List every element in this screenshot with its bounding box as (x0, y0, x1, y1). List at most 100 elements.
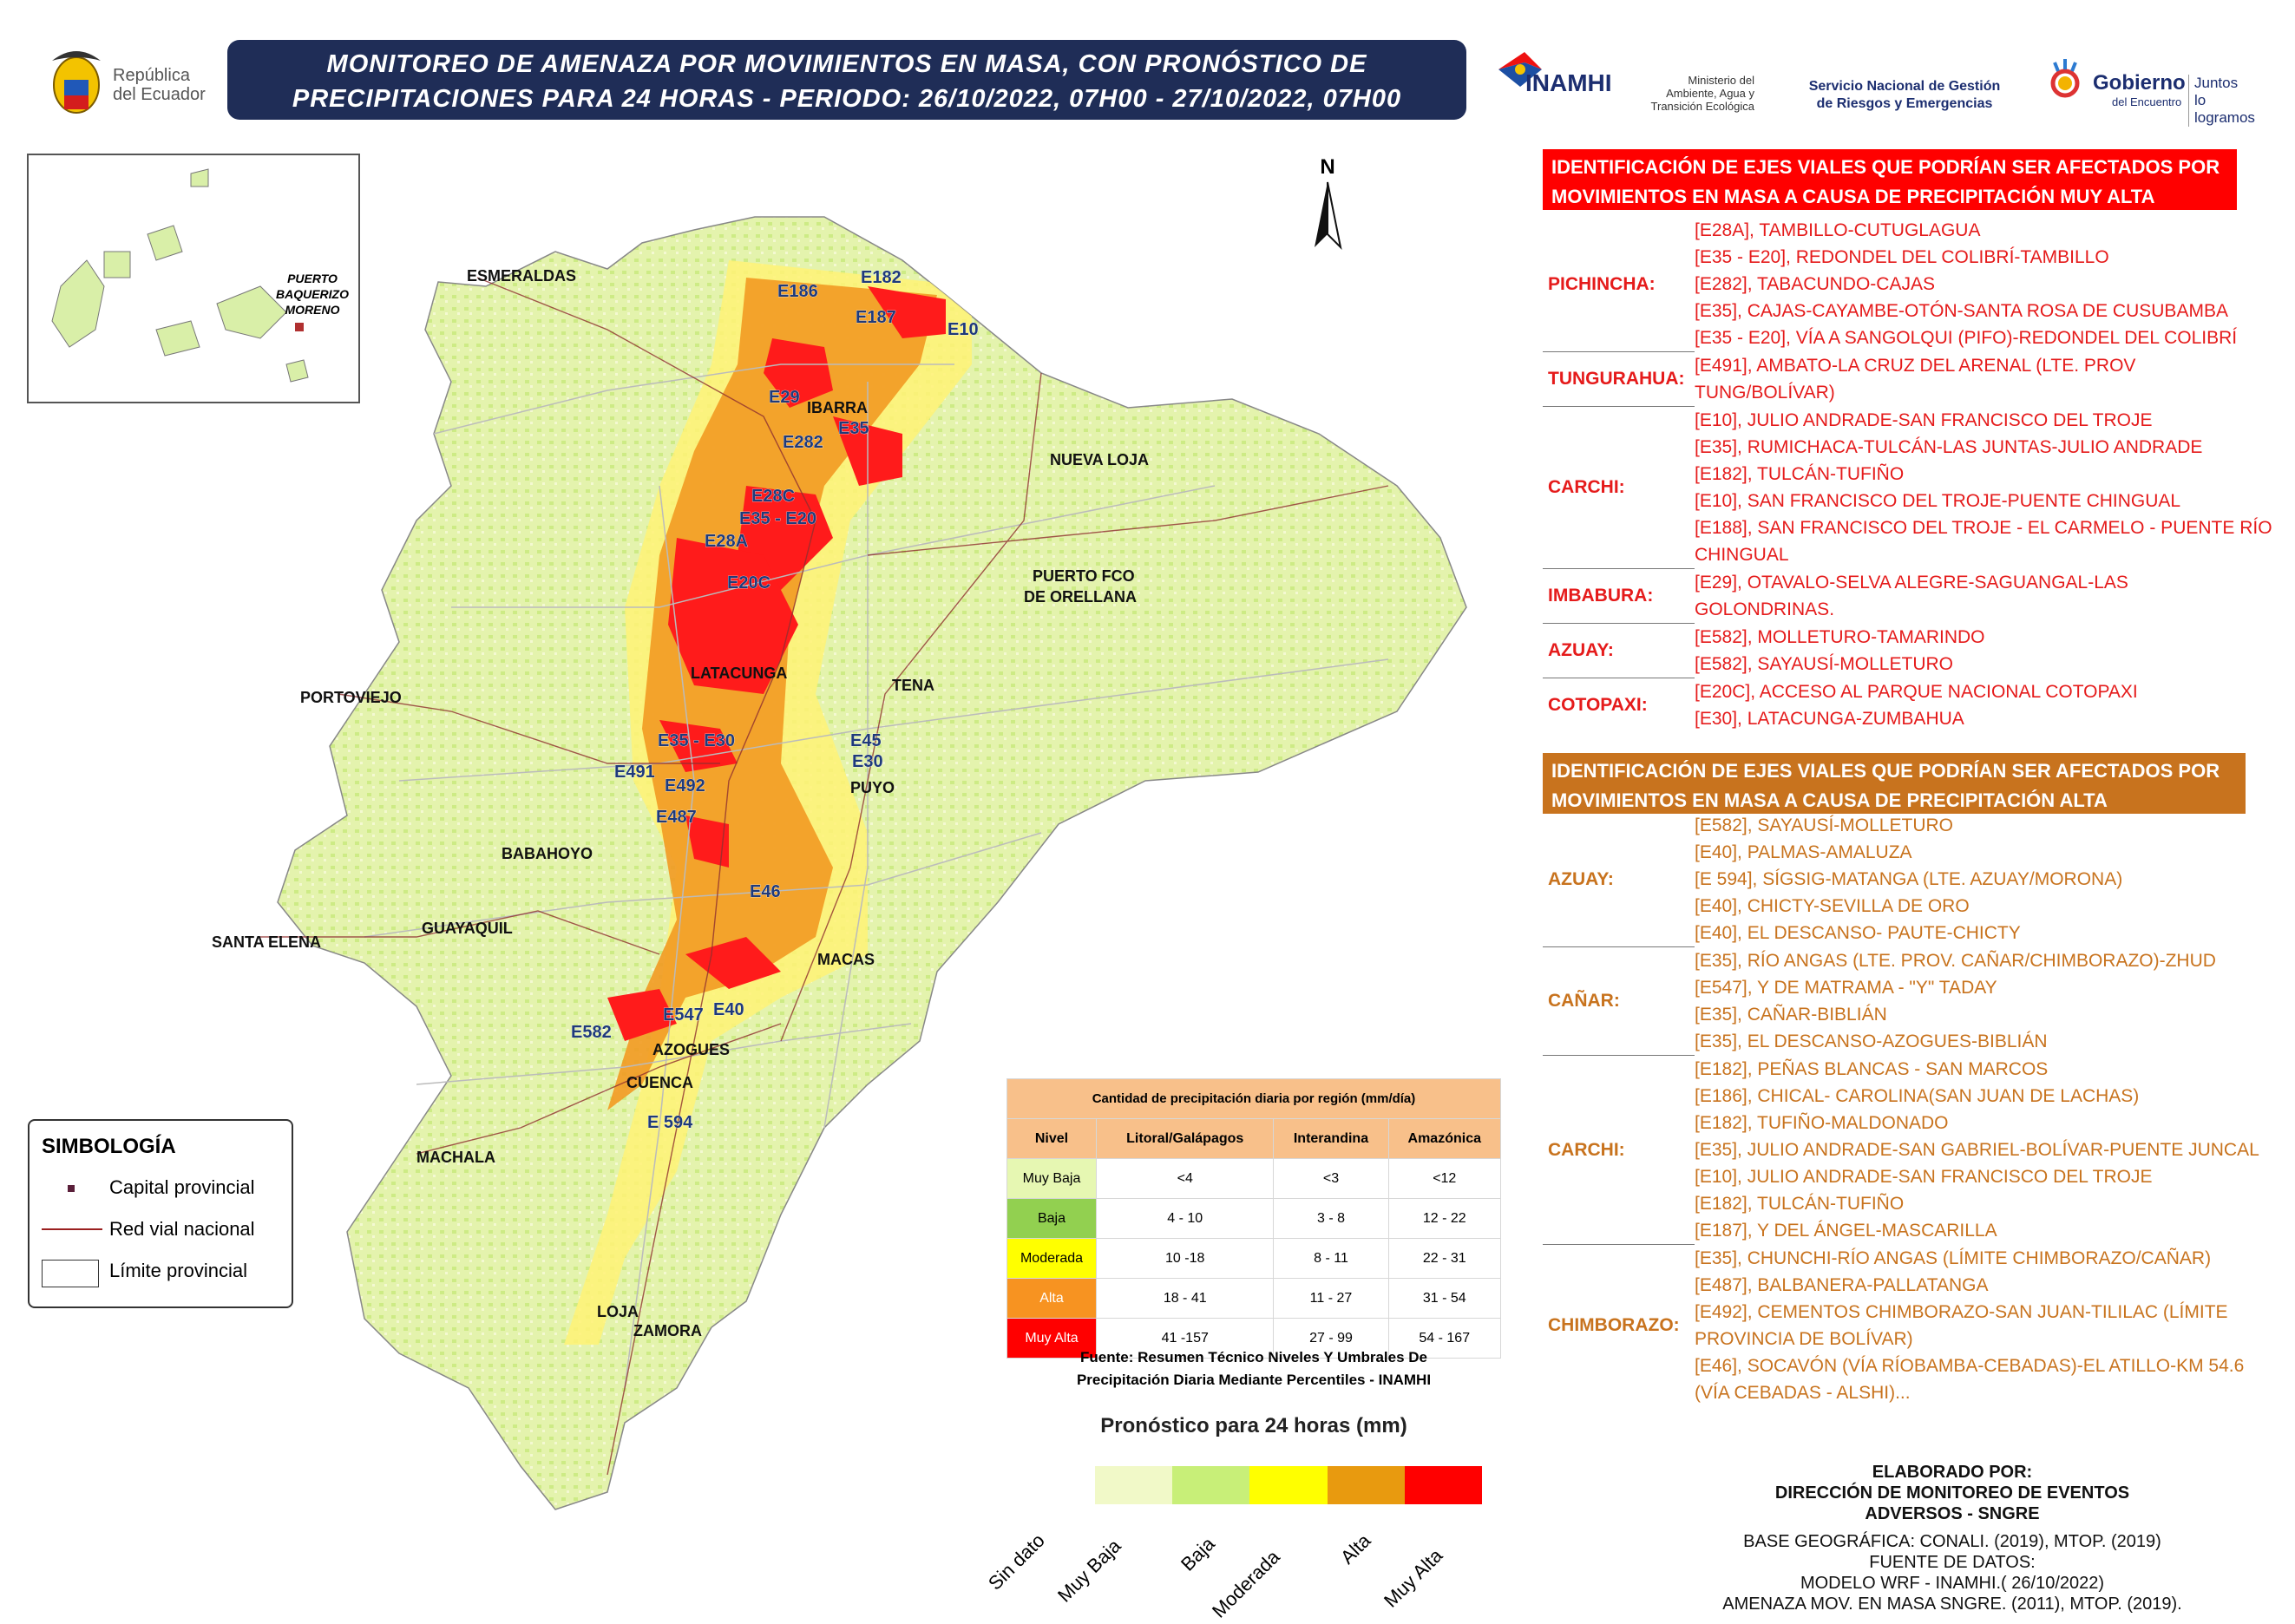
road-item: [E182], TUFIÑO-MALDONADO (1695, 1113, 1949, 1133)
table-row: Muy Alta 41 -157 27 - 99 54 - 167 (1007, 1318, 1502, 1359)
road-item: [E35], EL DESCANSO-AZOGUES-BIBLIÁN (1695, 1031, 2048, 1051)
gobierno-sub: del Encuentro (2112, 95, 2182, 108)
zone-very-high-cotopaxi (668, 538, 798, 694)
very-high-header: IDENTIFICACIÓN DE EJES VIALES QUE PODRÍA… (1543, 149, 2237, 210)
very-high-header-2: MOVIMIENTOS EN MASA A CAUSA DE PRECIPITA… (1551, 186, 2155, 207)
road-item: [E188], SAN FRANCISCO DEL TROJE - EL CAR… (1695, 518, 2272, 538)
road-item: [E35], CAÑAR-BIBLIÁN (1695, 1005, 1887, 1025)
table-title: Cantidad de precipitación diaria por reg… (1007, 1078, 1501, 1119)
road-item: [E29], OTAVALO-SELVA ALEGRE-SAGUANGAL-LA… (1695, 573, 2128, 593)
city-machala: MACHALA (416, 1149, 495, 1166)
scale-swatch-sin-dato (1095, 1466, 1173, 1504)
north-label: N (1320, 155, 1334, 179)
city-azogues: AZOGUES (652, 1041, 730, 1058)
city-cuenca: CUENCA (626, 1074, 693, 1091)
inamhi-text: INAMHI (1525, 69, 1612, 96)
table-cell: <4 (1095, 1158, 1275, 1199)
province-group: CARCHI: [E10], JULIO ANDRADE-SAN FRANCISC… (1543, 407, 2289, 568)
road-label-e45: E45 (850, 731, 882, 750)
road-label-e30: E30 (852, 752, 883, 771)
table-row: Moderada 10 -18 8 - 11 22 - 31 (1007, 1238, 1502, 1279)
province-group: AZUAY: [E582], SAYAUSÍ-MOLLETURO [E40], PA… (1543, 812, 2289, 946)
road-label-e35-e30: E35 - E30 (658, 731, 735, 750)
inset-label-2: BAQUERIZO (276, 287, 349, 301)
road-item: [E35], JULIO ANDRADE-SAN GABRIEL-BOLÍVAR… (1695, 1140, 2259, 1160)
road-item: [E186], CHICAL- CAROLINA(SAN JUAN DE LAC… (1695, 1086, 2140, 1106)
city-macas: MACAS (817, 951, 875, 968)
table-row: Baja 4 - 10 3 - 8 12 - 22 (1007, 1198, 1502, 1239)
city-guayaquil: GUAYAQUIL (422, 920, 513, 937)
zone-high (607, 278, 937, 1110)
road-item: [E582], SAYAUSÍ-MOLLETURO (1695, 654, 1953, 674)
scale-swatch-muy-baja (1172, 1466, 1250, 1504)
juntos-text: Juntos lo logramos (2188, 75, 2255, 127)
road-label-e186: E186 (777, 282, 818, 301)
province-separator (1543, 1055, 1695, 1056)
road-item: [E182], PEÑAS BLANCAS - SAN MARCOS (1695, 1059, 2049, 1079)
zone-very-high-imbabura (764, 338, 833, 408)
symbology-title: SIMBOLOGÍA (42, 1135, 176, 1158)
province-label: PICHINCHA: (1548, 273, 1656, 294)
table-level-cell: Muy Baja (1007, 1158, 1097, 1199)
road-item: TUNG/BOLÍVAR) (1695, 383, 1835, 403)
road-item: [E35], CHUNCHI-RÍO ANGAS (LÍMITE CHIMBOR… (1695, 1248, 2212, 1268)
scale-swatch-muy-alta (1404, 1466, 1483, 1504)
province-group: TUNGURAHUA: [E491], AMBATO-LA CRUZ DEL AR… (1543, 352, 2289, 406)
province-separator (1543, 568, 1695, 569)
road-item: PROVINCIA DE BOLÍVAR) (1695, 1329, 1913, 1349)
legend-boundary: Límite provincial (109, 1260, 247, 1281)
province-label: CARCHI: (1548, 477, 1625, 497)
ecuador-landmass (277, 216, 1467, 1510)
national-road-network (260, 277, 1389, 1476)
table-cell: 22 - 31 (1387, 1238, 1502, 1279)
road-list: [E582], MOLLETURO-TAMARINDO [E582], SAYAU… (1695, 624, 1985, 678)
zone-very-high-north (868, 286, 946, 338)
table-header-row: Nivel Litoral/Galápagos Interandina Amaz… (1007, 1118, 1502, 1159)
credits-line-4: AMENAZA MOV. EN MASA SNGRE. (2011), MTOP… (1722, 1595, 2182, 1614)
high-road-list: AZUAY: [E582], SAYAUSÍ-MOLLETURO [E40], PA… (1543, 812, 2289, 1406)
credits-line-3: MODELO WRF - INAMHI.( 26/10/2022) (1800, 1574, 2105, 1593)
road-item: [E582], MOLLETURO-TAMARINDO (1695, 627, 1985, 647)
road-label-e28c: E28C (751, 487, 795, 506)
road-item: [E30], LATACUNGA-ZUMBAHUA (1695, 709, 1964, 729)
high-header: IDENTIFICACIÓN DE EJES VIALES QUE PODRÍA… (1543, 753, 2246, 814)
republica-line1: República (113, 66, 190, 85)
boundary-box-icon (42, 1260, 99, 1287)
ministerio-line-2: Ambiente, Agua y (1666, 87, 1754, 100)
symbology-legend: SIMBOLOGÍA Capital provincial Red vial n… (28, 1119, 293, 1308)
table-level-cell: Baja (1007, 1198, 1097, 1239)
road-item: GOLONDRINAS. (1695, 599, 1835, 619)
ministerio-logo: Ministerio del Ambiente, Agua y Transici… (1616, 74, 1754, 113)
credits-bold-2: DIRECCIÓN DE MONITOREO DE EVENTOS (1774, 1483, 2130, 1503)
city-santa-elena: SANTA ELENA (212, 933, 321, 951)
road-item: [E492], CEMENTOS CHIMBORAZO-SAN JUAN-TIL… (1695, 1302, 2228, 1322)
province-group: AZUAY: [E582], MOLLETURO-TAMARINDO [E582],… (1543, 624, 2289, 678)
road-item: [E35 - E20], VÍA A SANGOLQUI (PIFO)-REDO… (1695, 328, 2238, 348)
city-orellana-1: PUERTO FCO (1033, 567, 1135, 585)
high-header-1: IDENTIFICACIÓN DE EJES VIALES QUE PODRÍA… (1551, 760, 2220, 782)
province-label: AZUAY: (1548, 868, 1614, 889)
road-label-e10: E10 (948, 320, 979, 339)
very-high-road-list: PICHINCHA: [E28A], TAMBILLO-CUTUGLAGUA [E3… (1543, 217, 2289, 732)
table-cell: 54 - 167 (1387, 1318, 1502, 1359)
road-item: [E20C], ACCESO AL PARQUE NACIONAL COTOPA… (1695, 682, 2138, 702)
road-label-e582: E582 (571, 1023, 612, 1042)
gobierno-text: Gobierno (2093, 71, 2186, 95)
table-cell: 18 - 41 (1095, 1278, 1275, 1319)
ecuador-coat-of-arms-icon (52, 51, 101, 114)
road-label-e282: E282 (783, 433, 823, 452)
city-puyo: PUYO (850, 779, 895, 796)
province-label: IMBABURA: (1548, 586, 1654, 606)
map-title: MONITOREO DE AMENAZA POR MOVIMIENTOS EN … (227, 40, 1466, 120)
road-list: [E35], CHUNCHI-RÍO ANGAS (LÍMITE CHIMBOR… (1695, 1245, 2244, 1406)
inset-capital-marker (295, 323, 304, 331)
table-cell: 8 - 11 (1273, 1238, 1389, 1279)
province-group: CHIMBORAZO: [E35], CHUNCHI-RÍO ANGAS (LÍM… (1543, 1245, 2289, 1406)
road-item: [E46], SOCAVÓN (VÍA RÍOBAMBA-CEBADAS)-EL… (1695, 1356, 2245, 1376)
table-header-litoral: Litoral/Galápagos (1095, 1118, 1275, 1159)
sngre-line-2: de Riesgos y Emergencias (1816, 96, 1993, 111)
road-item: [E491], AMBATO-LA CRUZ DEL ARENAL (LTE. … (1695, 356, 2136, 376)
road-item: [E547], Y DE MATRAMA - "Y" TADAY (1695, 978, 1997, 998)
credits-line-1: BASE GEOGRÁFICA: CONALI. (2019), MTOP. (… (1743, 1532, 2161, 1551)
table-cell: 3 - 8 (1273, 1198, 1389, 1239)
